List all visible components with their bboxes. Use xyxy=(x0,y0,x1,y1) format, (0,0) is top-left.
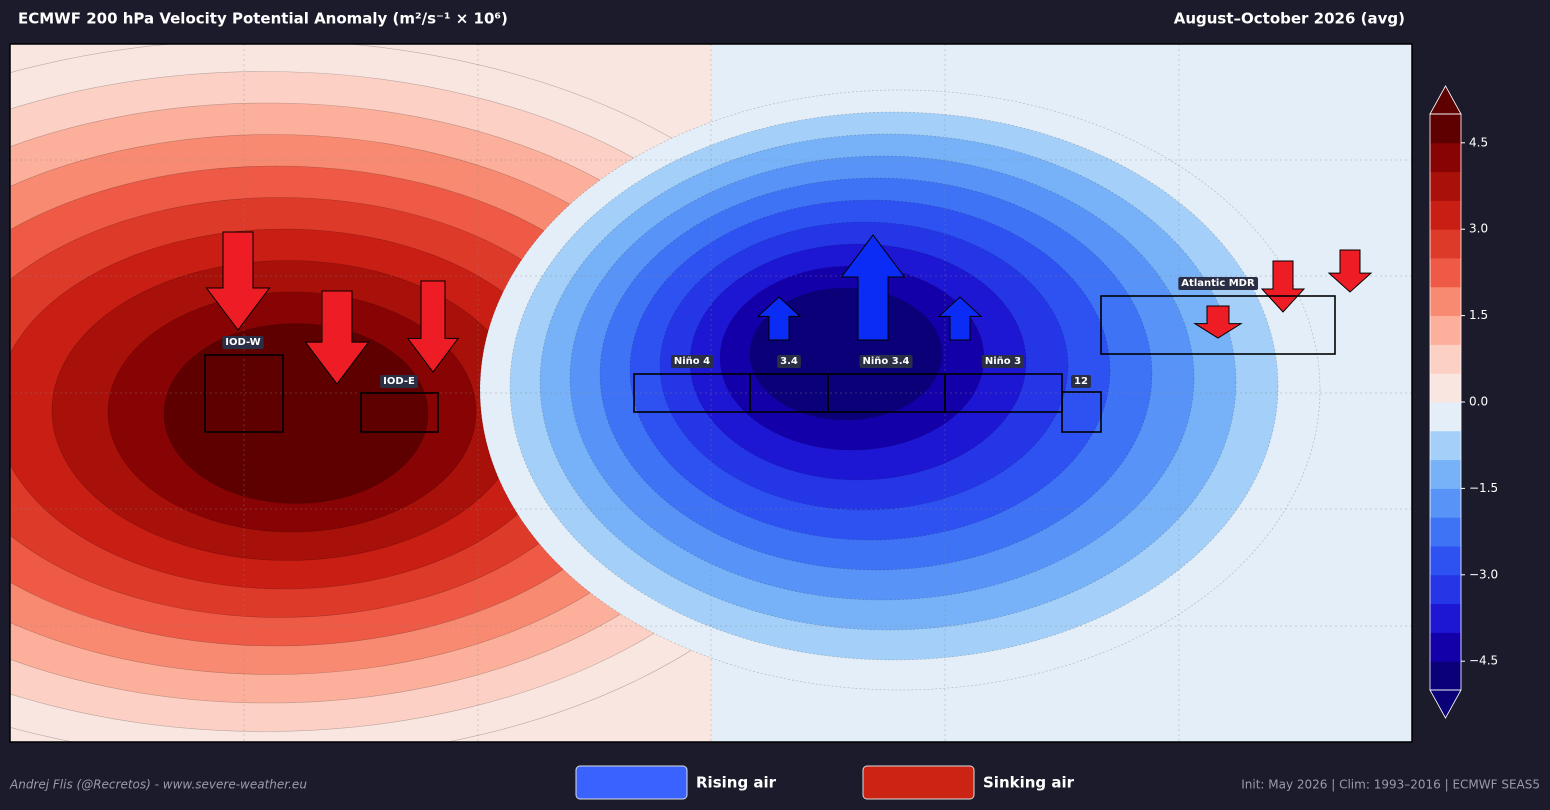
arrow xyxy=(840,234,906,341)
region-label: Niño 3.4 xyxy=(863,356,910,367)
colorbar-extend xyxy=(1429,689,1462,719)
region-label-bg xyxy=(777,355,801,368)
region-label: IOD-W xyxy=(225,337,260,348)
arrow xyxy=(756,296,802,341)
colorbar-band xyxy=(1430,459,1461,489)
info: Init: May 2026 | Clim: 1993–2016 | ECMWF… xyxy=(1241,778,1540,792)
region-label-bg xyxy=(859,355,913,368)
colorbar-band xyxy=(1430,315,1461,345)
arrow xyxy=(304,290,370,385)
arrow xyxy=(1327,249,1373,293)
region-label-bg xyxy=(222,336,264,349)
map-frame xyxy=(9,43,1413,743)
region-label-bg xyxy=(981,355,1025,368)
arrow xyxy=(205,231,271,331)
region-label-bg xyxy=(1071,375,1091,388)
region-label-bg xyxy=(1178,277,1258,290)
colorbar-band xyxy=(1430,171,1461,201)
colorbar-tick-label: 0.0 xyxy=(1469,395,1488,409)
colorbar-band xyxy=(1430,517,1461,547)
title: ECMWF 200 hPa Velocity Potential Anomaly… xyxy=(18,10,508,28)
arrow xyxy=(1260,260,1306,313)
colorbar: 4.5 3.0 1.5 0.0 −1.5 −3.0 −4.5 xyxy=(1429,85,1498,719)
colorbar-band xyxy=(1430,142,1461,173)
colorbar-band xyxy=(1430,229,1461,259)
colorbar-tick-label: −1.5 xyxy=(1469,481,1498,495)
region-label-bg xyxy=(380,375,419,388)
contour-fill xyxy=(163,323,429,504)
arrow xyxy=(937,296,983,341)
colorbar-band xyxy=(1430,402,1461,432)
colorbar-band xyxy=(1430,488,1461,518)
region-box xyxy=(1061,391,1102,433)
colorbar-tick-label: −3.0 xyxy=(1469,567,1498,581)
region-label: IOD-E xyxy=(383,376,415,387)
period: August–October 2026 (avg) xyxy=(1174,10,1405,28)
colorbar-band xyxy=(1430,661,1461,691)
credit: Andrej Flis (@Recretos) - www.severe-wea… xyxy=(9,778,307,792)
contour-fill xyxy=(749,287,943,421)
colorbar-band xyxy=(1430,574,1461,605)
colorbar-band xyxy=(1430,200,1461,230)
colorbar-band xyxy=(1430,373,1461,403)
colorbar-extend xyxy=(1429,85,1462,115)
region-box xyxy=(360,392,439,433)
colorbar-band xyxy=(1430,632,1461,662)
region-label: Atlantic MDR xyxy=(1181,278,1255,289)
arrow xyxy=(406,280,460,373)
legend-label: Sinking air xyxy=(983,774,1075,792)
colorbar-band xyxy=(1430,603,1461,633)
colorbar-band xyxy=(1430,344,1461,374)
region-label: 3.4 xyxy=(780,356,798,367)
colorbar-band xyxy=(1430,114,1461,144)
region-label: Niño 3 xyxy=(985,356,1021,367)
arrow xyxy=(1193,305,1243,339)
colorbar-band xyxy=(1430,286,1461,317)
map xyxy=(10,44,1412,742)
legend-swatch xyxy=(575,765,688,800)
legend-label: Rising air xyxy=(696,774,777,792)
region-box xyxy=(1100,295,1336,355)
region-box xyxy=(204,354,284,433)
colorbar-band xyxy=(1430,430,1461,461)
region-label: 12 xyxy=(1074,376,1088,387)
colorbar-tick-label: 1.5 xyxy=(1469,308,1488,322)
colorbar-tick-label: 3.0 xyxy=(1469,222,1488,236)
region-label: Niño 4 xyxy=(674,356,710,367)
colorbar-band xyxy=(1430,258,1461,288)
legend-swatch xyxy=(862,765,975,800)
colorbar-band xyxy=(1430,546,1461,576)
colorbar-tick-label: 4.5 xyxy=(1469,135,1488,149)
legend: Rising air Sinking air xyxy=(575,765,1075,800)
region-label-bg xyxy=(670,355,714,368)
colorbar-tick-label: −4.5 xyxy=(1469,654,1498,668)
